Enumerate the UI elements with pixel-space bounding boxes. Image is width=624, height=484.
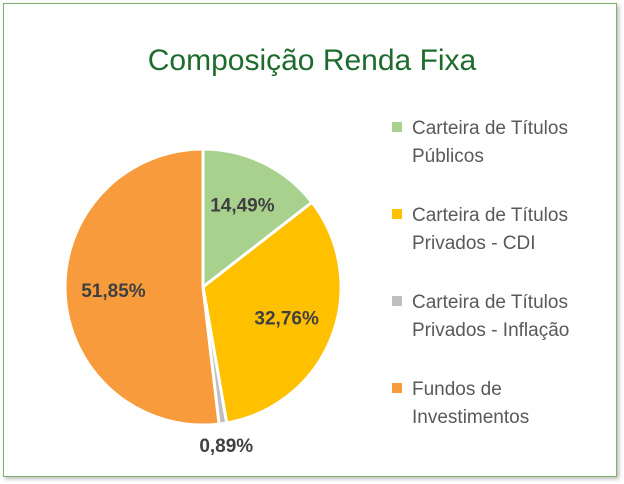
legend-item: Carteira de Títulos Privados - CDI <box>386 202 616 258</box>
data-label: 32,76% <box>254 308 319 329</box>
data-label: 51,85% <box>81 281 146 302</box>
legend-swatch <box>392 383 402 393</box>
pie-slice <box>63 147 221 427</box>
legend-label: Fundos de Investimentos <box>412 379 530 428</box>
pie-slice <box>201 147 315 291</box>
legend-swatch <box>392 296 402 306</box>
chart-frame <box>3 3 617 477</box>
legend-swatch <box>392 122 402 132</box>
legend-item: Carteira de Títulos Públicos <box>386 115 616 171</box>
legend-label: Carteira de Títulos Privados - CDI <box>412 205 568 254</box>
legend-item: Carteira de Títulos Privados - Inflação <box>386 289 616 345</box>
chart-title: Composição Renda Fixa <box>148 44 477 77</box>
legend-swatch <box>392 209 402 219</box>
pie-slice <box>201 200 343 425</box>
legend-label: Carteira de Títulos Públicos <box>412 118 568 167</box>
legend-item: Fundos de Investimentos <box>386 376 616 432</box>
data-label: 14,49% <box>210 195 275 216</box>
legend-label: Carteira de Títulos Privados - Inflação <box>412 292 570 341</box>
data-label: 0,89% <box>199 436 253 457</box>
